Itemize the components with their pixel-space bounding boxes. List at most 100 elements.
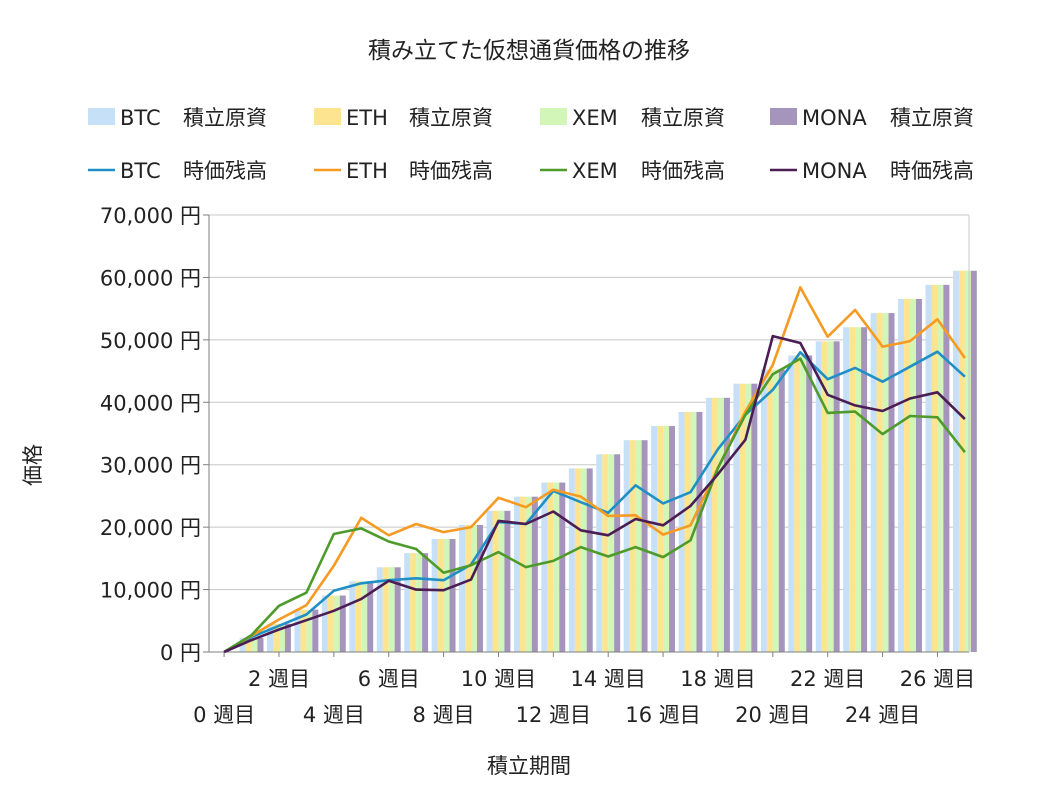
bar-eth-principal [437, 539, 444, 652]
bar-xem-principal [443, 539, 450, 652]
legend-label-code: ETH [346, 106, 388, 130]
bar-mona-principal [422, 553, 429, 652]
y-tick-label: 50,000 円 [100, 329, 201, 353]
legend-label-type: 積立原資 [183, 106, 267, 130]
bar-mona-principal [449, 539, 456, 652]
bar-eth-principal [849, 327, 856, 652]
bar-btc-principal [706, 397, 712, 652]
bar-xem-principal [498, 510, 505, 652]
x-tick-label: 14 週目 [571, 667, 646, 691]
chart-title: 積み立てた仮想通貨価格の推移 [368, 38, 690, 64]
bar-eth-principal [410, 553, 417, 652]
bar-btc-principal [513, 496, 520, 652]
bar-xem-principal [800, 355, 807, 652]
x-axis-label: 積立期間 [487, 754, 571, 778]
bar-btc-principal [404, 553, 411, 652]
legend-label-code: BTC [120, 106, 161, 130]
bar-btc-principal [267, 623, 273, 652]
legend-label-code: ETH [346, 159, 388, 183]
bar-eth-principal [300, 609, 307, 652]
bar-mona-principal [861, 327, 868, 652]
bar-btc-principal [623, 440, 630, 652]
x-tick-label: 24 週目 [845, 703, 920, 727]
bar-btc-principal [376, 567, 383, 652]
legend-label-type: 積立原資 [641, 106, 725, 130]
bar-xem-principal [745, 383, 752, 652]
bar-mona-principal [669, 426, 676, 652]
legend-swatch-bar [314, 108, 341, 125]
bar-eth-principal [711, 397, 718, 652]
y-tick-label: 20,000 円 [100, 516, 201, 540]
bar-eth-principal [958, 270, 965, 652]
bar-xem-principal [855, 327, 862, 652]
x-tick-label: 18 週目 [680, 667, 755, 691]
bar-eth-principal [355, 581, 362, 652]
bar-xem-principal [964, 270, 971, 652]
x-tick-label: 22 週目 [790, 667, 865, 691]
bar-xem-principal [663, 426, 670, 652]
legend-label-type: 積立原資 [890, 106, 974, 130]
bar-mona-principal [312, 609, 319, 652]
legend-label-code: MONA [802, 159, 867, 183]
bar-btc-principal [294, 609, 301, 652]
y-tick-label: 10,000 円 [100, 579, 201, 603]
bar-btc-principal [568, 468, 575, 652]
bar-btc-principal [651, 426, 658, 652]
bar-xem-principal [608, 454, 615, 652]
bar-btc-principal [459, 524, 466, 652]
bar-btc-principal [788, 355, 795, 652]
bar-mona-principal [476, 524, 483, 652]
bar-mona-principal [696, 411, 703, 652]
bar-xem-principal [416, 553, 423, 652]
bar-mona-principal [339, 595, 346, 652]
y-tick-label: 0 円 [160, 641, 201, 665]
bar-mona-principal [531, 496, 538, 652]
x-tick-label: 16 週目 [625, 703, 700, 727]
line-series-group [223, 286, 966, 654]
bar-btc-principal [925, 284, 932, 652]
bar-xem-principal [772, 369, 779, 652]
x-tick-label: 10 週目 [461, 667, 536, 691]
bar-eth-principal [272, 623, 279, 652]
x-tick-label: 4 週目 [303, 703, 365, 727]
bar-btc-principal [678, 411, 685, 652]
bar-eth-principal [382, 567, 389, 652]
x-tick-label: 2 週目 [248, 667, 310, 691]
bar-btc-principal [870, 313, 877, 652]
bar-mona-principal [723, 397, 730, 652]
legend-label-type: 時価残高 [890, 159, 974, 183]
bar-eth-principal [931, 284, 938, 652]
bar-eth-principal [327, 595, 334, 652]
legend-swatch-bar [770, 108, 797, 125]
bar-mona-principal [970, 270, 977, 652]
bar-eth-principal [574, 468, 581, 652]
bar-btc-principal [760, 369, 767, 652]
bar-xem-principal [525, 496, 532, 652]
legend-label-code: MONA [802, 106, 867, 130]
x-tick-label: 6 週目 [358, 667, 420, 691]
bar-btc-principal [349, 581, 356, 652]
bar-eth-principal [519, 496, 526, 652]
y-tick-label: 70,000 円 [100, 204, 201, 228]
bar-xem-principal [553, 482, 560, 652]
bar-xem-principal [333, 595, 340, 652]
bar-eth-principal [794, 355, 801, 652]
bar-mona-principal [559, 482, 566, 652]
bar-eth-principal [821, 341, 828, 652]
bar-btc-principal [733, 383, 740, 652]
bar-eth-principal [465, 524, 472, 652]
bar-eth-principal [657, 426, 664, 652]
legend-swatch-bar [88, 108, 115, 125]
bar-mona-principal [586, 468, 593, 652]
bar-eth-principal [766, 369, 773, 652]
bar-btc-principal [541, 482, 548, 652]
line-xem-market-value [223, 357, 966, 654]
legend-label-type: 積立原資 [409, 106, 493, 130]
bar-mona-principal [394, 567, 401, 652]
bar-mona-principal [806, 355, 813, 652]
bar-mona-principal [778, 369, 785, 652]
bar-xem-principal [388, 567, 395, 652]
bar-mona-principal [833, 341, 840, 652]
bar-xem-principal [251, 637, 258, 652]
y-tick-label: 40,000 円 [100, 391, 201, 415]
